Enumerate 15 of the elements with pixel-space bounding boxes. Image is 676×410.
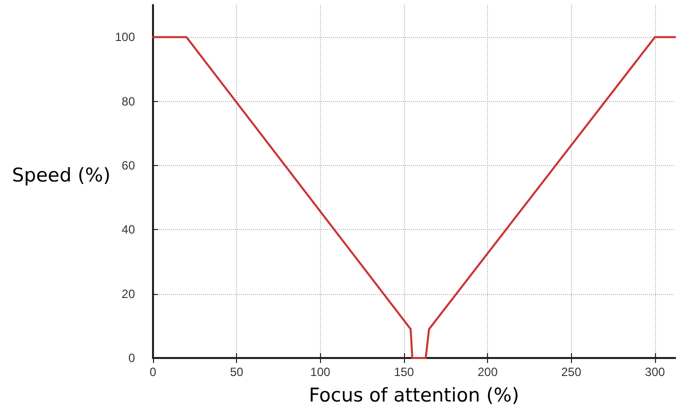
x-tick-label: 300 [644,365,666,379]
x-axis-title: Focus of attention (%) [308,384,520,406]
x-tick-label: 0 [150,365,157,379]
x-tick-label: 100 [310,365,331,379]
x-tick-label: 250 [561,365,582,379]
y-tick-label: 20 [122,286,136,301]
y-tick-label: 80 [122,94,136,108]
y-tick-label: 40 [122,222,136,237]
y-tick-label: 0 [128,351,136,365]
x-tick-label: 150 [394,365,414,379]
y-tick-label: 60 [122,158,136,172]
y-axis-title: Speed (%) [12,164,110,186]
y-tick-label: 100 [114,30,136,44]
x-tick-label: 50 [230,365,244,379]
x-tick-label: 200 [478,365,498,379]
